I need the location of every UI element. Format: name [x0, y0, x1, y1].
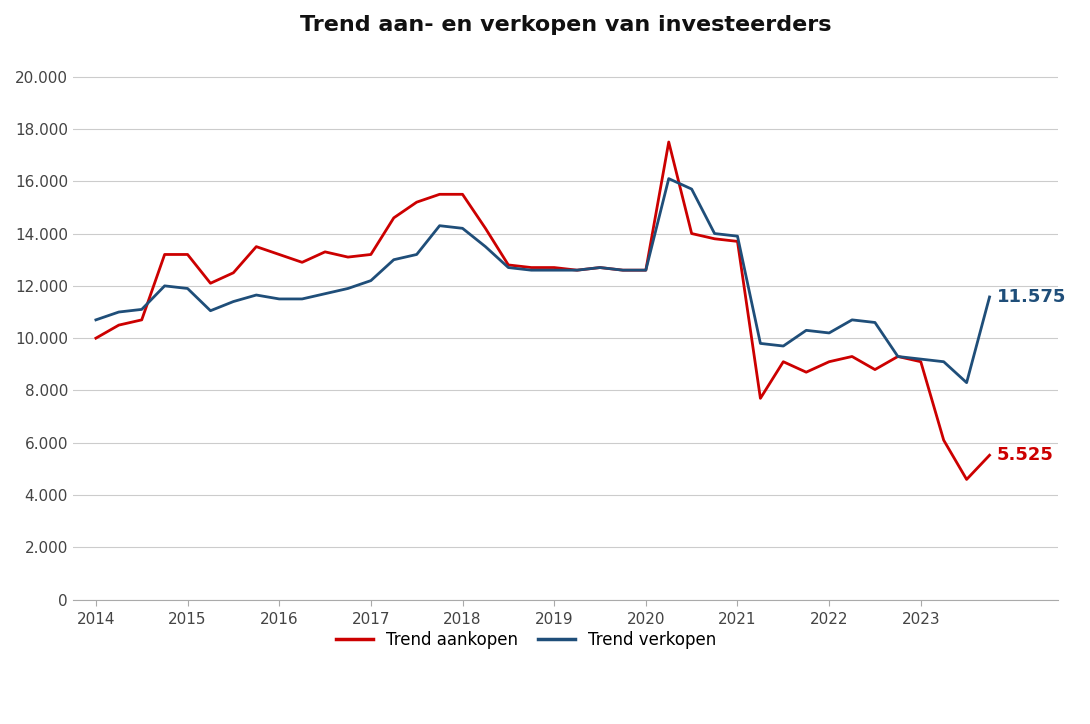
Trend verkopen	[616, 266, 629, 274]
Trend aankopen	[135, 316, 148, 324]
Trend verkopen	[777, 342, 790, 350]
Trend verkopen	[295, 295, 308, 303]
Trend verkopen	[708, 230, 722, 238]
Trend verkopen	[272, 295, 286, 303]
Trend aankopen	[524, 264, 537, 272]
Trend aankopen	[869, 365, 882, 374]
Trend aankopen	[204, 279, 217, 287]
Trend aankopen	[89, 334, 102, 342]
Trend verkopen	[754, 339, 767, 348]
Trend aankopen	[341, 253, 354, 261]
Line: Trend verkopen: Trend verkopen	[96, 179, 990, 383]
Trend verkopen	[89, 316, 102, 324]
Trend verkopen	[318, 290, 331, 298]
Trend verkopen	[410, 250, 423, 258]
Trend verkopen	[158, 282, 171, 290]
Trend aankopen	[181, 250, 194, 258]
Legend: Trend aankopen, Trend verkopen: Trend aankopen, Trend verkopen	[328, 623, 725, 657]
Trend aankopen	[708, 235, 722, 243]
Trend aankopen	[570, 266, 583, 274]
Trend aankopen	[686, 230, 699, 238]
Trend verkopen	[663, 174, 676, 183]
Trend aankopen	[295, 258, 308, 266]
Trend aankopen	[547, 264, 560, 272]
Trend verkopen	[640, 266, 653, 274]
Trend aankopen	[433, 190, 446, 198]
Trend verkopen	[204, 306, 217, 315]
Trend aankopen	[387, 214, 400, 222]
Trend verkopen	[593, 264, 606, 272]
Trend aankopen	[112, 321, 125, 329]
Trend verkopen	[501, 264, 514, 272]
Trend verkopen	[731, 232, 744, 240]
Trend verkopen	[181, 284, 194, 292]
Trend aankopen	[937, 436, 950, 445]
Trend aankopen	[846, 352, 859, 361]
Trend verkopen	[479, 243, 492, 251]
Title: Trend aan- en verkopen van investeerders: Trend aan- en verkopen van investeerders	[300, 15, 832, 35]
Trend aankopen	[731, 237, 744, 245]
Line: Trend aankopen: Trend aankopen	[96, 142, 990, 479]
Trend aankopen	[823, 358, 836, 366]
Trend aankopen	[501, 261, 514, 269]
Trend verkopen	[570, 266, 583, 274]
Trend verkopen	[456, 224, 469, 232]
Trend verkopen	[960, 379, 973, 387]
Trend aankopen	[593, 264, 606, 272]
Trend verkopen	[112, 308, 125, 316]
Trend aankopen	[364, 250, 377, 258]
Trend aankopen	[158, 250, 171, 258]
Trend verkopen	[800, 326, 813, 334]
Trend verkopen	[686, 185, 699, 193]
Trend verkopen	[250, 290, 263, 299]
Trend verkopen	[524, 266, 537, 274]
Trend verkopen	[869, 318, 882, 327]
Trend aankopen	[640, 266, 653, 274]
Trend aankopen	[915, 358, 928, 366]
Trend aankopen	[663, 138, 676, 146]
Trend verkopen	[937, 358, 950, 366]
Trend verkopen	[983, 292, 996, 301]
Trend aankopen	[479, 224, 492, 232]
Trend aankopen	[777, 358, 790, 366]
Trend verkopen	[387, 256, 400, 264]
Trend verkopen	[823, 329, 836, 337]
Trend verkopen	[892, 352, 905, 361]
Trend aankopen	[983, 451, 996, 460]
Trend verkopen	[364, 277, 377, 285]
Trend aankopen	[318, 248, 331, 256]
Trend verkopen	[547, 266, 560, 274]
Trend verkopen	[341, 284, 354, 292]
Trend verkopen	[846, 316, 859, 324]
Trend aankopen	[754, 394, 767, 403]
Trend verkopen	[433, 222, 446, 230]
Trend aankopen	[456, 190, 469, 198]
Text: 11.575: 11.575	[997, 288, 1066, 306]
Trend aankopen	[410, 198, 423, 206]
Trend verkopen	[135, 305, 148, 313]
Trend aankopen	[616, 266, 629, 274]
Trend aankopen	[272, 250, 286, 258]
Trend aankopen	[800, 368, 813, 376]
Trend aankopen	[960, 475, 973, 484]
Trend aankopen	[227, 269, 240, 277]
Text: 5.525: 5.525	[997, 446, 1054, 464]
Trend aankopen	[250, 243, 263, 251]
Trend verkopen	[227, 298, 240, 306]
Trend aankopen	[892, 352, 905, 361]
Trend verkopen	[915, 355, 928, 363]
